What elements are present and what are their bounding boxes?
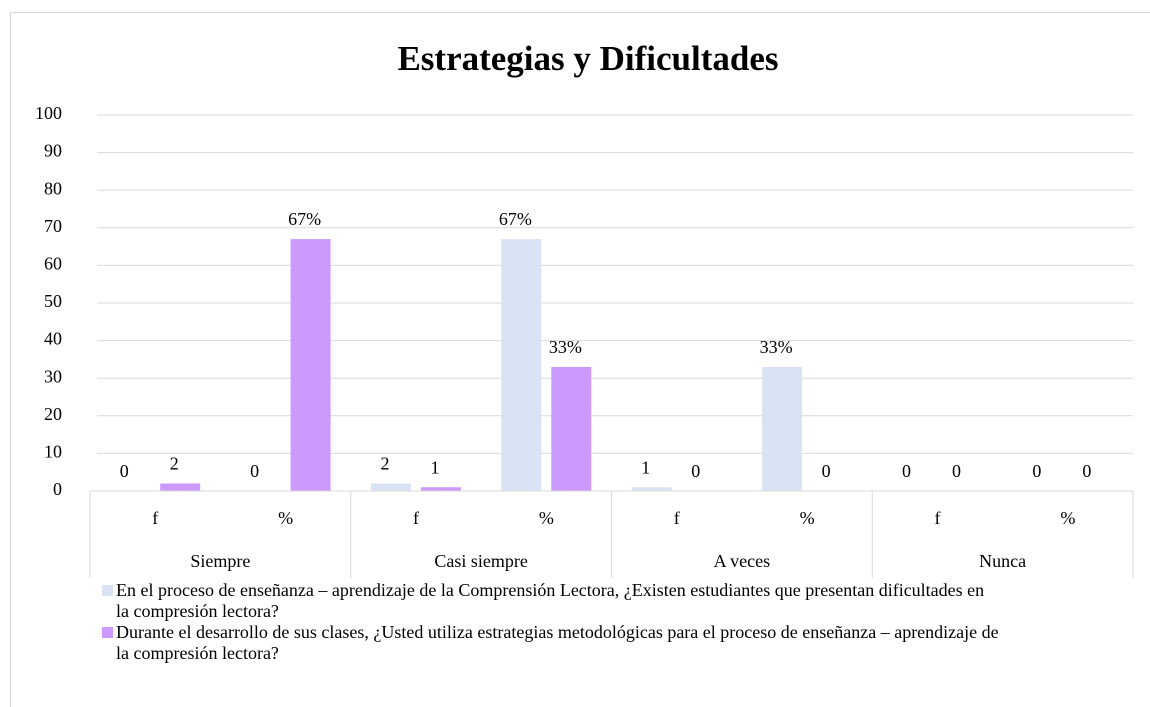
bar: [501, 239, 542, 491]
group-label: Siempre: [190, 551, 250, 571]
data-label: 1: [641, 457, 650, 477]
bar: [370, 483, 411, 491]
data-label: 0: [1032, 461, 1041, 481]
data-label: 33%: [549, 337, 582, 357]
data-label: 67%: [288, 209, 321, 229]
bar: [551, 366, 592, 491]
y-tick-label: 20: [44, 404, 62, 424]
x-tick-label: f: [674, 508, 680, 528]
y-tick-label: 100: [35, 103, 62, 123]
data-label: 0: [1082, 461, 1091, 481]
data-label: 67%: [499, 209, 532, 229]
data-label: 1: [430, 457, 439, 477]
bar: [762, 366, 803, 491]
data-label: 2: [380, 454, 389, 474]
y-tick-label: 0: [53, 479, 62, 499]
legend-swatch: [102, 627, 113, 638]
x-tick-label: %: [539, 508, 554, 528]
bar: [631, 487, 672, 491]
group-label: A veces: [714, 551, 770, 571]
data-label: 0: [120, 461, 129, 481]
legend-item: En el proceso de enseñanza – aprendizaje…: [100, 580, 1000, 622]
data-label: 2: [170, 454, 179, 474]
y-tick-label: 60: [44, 254, 62, 274]
bar: [290, 239, 331, 491]
bar: [160, 483, 201, 491]
data-label: 0: [822, 461, 831, 481]
y-tick-label: 30: [44, 366, 62, 386]
legend-swatch: [102, 585, 113, 596]
legend-label: En el proceso de enseñanza – aprendizaje…: [116, 580, 985, 621]
y-tick-label: 50: [44, 291, 62, 311]
x-tick-label: %: [278, 508, 293, 528]
bar: [420, 487, 461, 491]
chart-title: Estrategias y Dificultades: [397, 39, 778, 78]
chart-border: [10, 12, 1150, 707]
x-tick-label: f: [152, 508, 158, 528]
y-tick-label: 80: [44, 178, 62, 198]
y-tick-label: 40: [44, 329, 62, 349]
legend: En el proceso de enseñanza – aprendizaje…: [100, 580, 1000, 664]
data-label: 0: [952, 461, 961, 481]
x-tick-label: %: [1060, 508, 1075, 528]
y-tick-label: 10: [44, 442, 62, 462]
data-label: 0: [691, 461, 700, 481]
data-label: 0: [250, 461, 259, 481]
group-label: Casi siempre: [434, 551, 527, 571]
data-label: 0: [902, 461, 911, 481]
y-tick-label: 70: [44, 216, 62, 236]
y-tick-label: 90: [44, 141, 62, 161]
x-tick-label: f: [934, 508, 940, 528]
group-label: Nunca: [979, 551, 1026, 571]
x-tick-label: f: [413, 508, 419, 528]
data-label: 33%: [760, 337, 793, 357]
legend-item: Durante el desarrollo de sus clases, ¿Us…: [100, 622, 1000, 664]
legend-label: Durante el desarrollo de sus clases, ¿Us…: [116, 622, 999, 663]
x-tick-label: %: [800, 508, 815, 528]
